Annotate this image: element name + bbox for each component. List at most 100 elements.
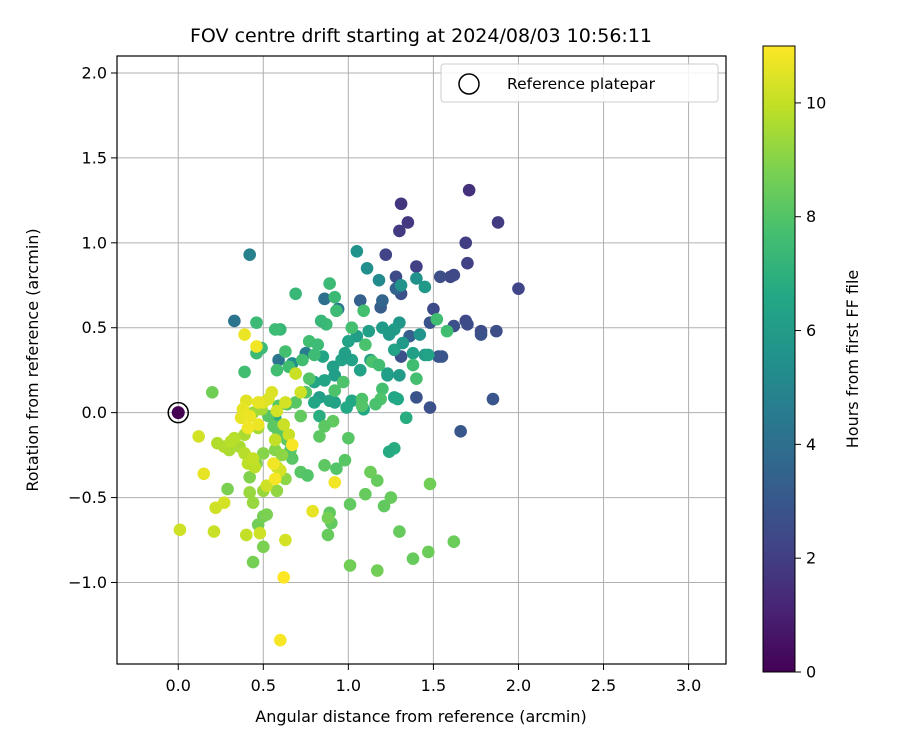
data-point bbox=[313, 409, 326, 423]
data-point bbox=[410, 260, 423, 273]
data-point bbox=[277, 571, 291, 584]
data-point bbox=[311, 338, 325, 352]
data-point bbox=[270, 484, 284, 498]
data-point bbox=[370, 564, 384, 577]
data-point bbox=[342, 335, 355, 348]
data-point bbox=[396, 336, 410, 350]
data-point bbox=[401, 216, 415, 229]
data-point bbox=[459, 236, 473, 250]
data-point bbox=[243, 409, 256, 423]
data-points bbox=[173, 183, 525, 647]
data-point bbox=[353, 363, 367, 377]
data-point bbox=[302, 372, 316, 385]
data-point bbox=[279, 533, 292, 547]
data-point bbox=[268, 323, 282, 336]
data-point bbox=[318, 458, 331, 472]
data-point bbox=[318, 292, 331, 306]
data-point bbox=[228, 314, 241, 328]
data-point bbox=[376, 294, 389, 307]
data-point bbox=[440, 324, 454, 338]
data-point bbox=[353, 294, 367, 307]
legend-marker-reference bbox=[458, 73, 480, 95]
data-point bbox=[491, 216, 505, 229]
x-tick-label: 0.0 bbox=[166, 676, 191, 695]
data-point bbox=[427, 302, 440, 316]
data-point bbox=[267, 457, 280, 470]
data-point bbox=[323, 277, 336, 290]
data-point bbox=[330, 304, 343, 318]
x-axis-label: Angular distance from reference (arcmin) bbox=[255, 707, 586, 726]
data-point bbox=[359, 487, 372, 501]
data-point bbox=[250, 316, 263, 329]
data-point bbox=[410, 272, 423, 285]
colorbar-tick-label: 0 bbox=[806, 663, 816, 682]
data-point bbox=[422, 348, 435, 362]
colorbar-tick-label: 10 bbox=[806, 93, 826, 112]
data-point bbox=[221, 482, 234, 496]
data-point bbox=[462, 183, 476, 197]
data-point bbox=[377, 499, 391, 513]
data-point bbox=[433, 270, 447, 284]
data-point bbox=[355, 399, 369, 413]
data-point bbox=[289, 287, 302, 301]
data-point bbox=[376, 321, 389, 335]
data-point bbox=[217, 496, 231, 509]
data-point bbox=[381, 368, 394, 382]
data-point bbox=[192, 430, 205, 443]
data-point bbox=[207, 525, 221, 538]
data-point bbox=[275, 448, 289, 462]
reference-marker-group bbox=[167, 401, 189, 424]
colorbar-tick-label: 2 bbox=[806, 549, 816, 568]
data-point bbox=[444, 270, 457, 284]
x-tick-label: 1.5 bbox=[421, 676, 446, 695]
data-point bbox=[243, 470, 256, 484]
data-point bbox=[461, 318, 474, 331]
data-point bbox=[406, 552, 420, 566]
x-tick-label: 2.0 bbox=[506, 676, 531, 695]
plot-frame bbox=[116, 55, 727, 665]
data-point bbox=[265, 385, 279, 399]
data-point bbox=[173, 523, 187, 537]
data-point bbox=[251, 418, 265, 431]
data-point bbox=[394, 278, 408, 292]
data-point bbox=[313, 430, 326, 443]
data-point bbox=[277, 418, 291, 431]
data-point bbox=[253, 526, 267, 540]
data-point bbox=[314, 314, 328, 328]
data-point bbox=[260, 508, 273, 521]
data-point bbox=[362, 324, 376, 338]
data-point bbox=[338, 346, 352, 360]
data-point bbox=[274, 633, 287, 647]
data-point bbox=[238, 365, 251, 379]
data-point bbox=[321, 528, 335, 542]
x-tick-label: 3.0 bbox=[676, 676, 701, 695]
data-point bbox=[328, 368, 342, 382]
data-point bbox=[306, 504, 319, 518]
data-point bbox=[246, 496, 260, 509]
data-point bbox=[328, 475, 342, 489]
data-point bbox=[406, 358, 420, 372]
data-point bbox=[413, 328, 427, 341]
colorbar-ticks: 0 2 4 6 8 10 bbox=[795, 93, 826, 682]
data-point bbox=[270, 363, 284, 377]
data-point bbox=[243, 248, 256, 262]
data-point bbox=[289, 367, 302, 380]
y-axis-ticks: −1.0 −0.5 0.0 0.5 1.0 1.5 2.0 bbox=[68, 63, 117, 592]
data-point bbox=[197, 467, 211, 481]
data-point bbox=[490, 324, 503, 338]
x-axis-ticks: 0.0 0.5 1.0 1.5 2.0 2.5 3.0 bbox=[166, 664, 701, 695]
data-point bbox=[410, 372, 423, 385]
y-tick-label: 0.5 bbox=[82, 318, 107, 337]
colorbar: 0 2 4 6 8 10 Hours from first FF file bbox=[762, 45, 862, 682]
data-point bbox=[241, 421, 255, 435]
data-point bbox=[512, 282, 525, 295]
reference-ring bbox=[167, 401, 189, 424]
data-point bbox=[260, 479, 273, 492]
data-point bbox=[251, 396, 265, 409]
y-tick-label: −1.0 bbox=[68, 573, 107, 592]
y-tick-label: 2.0 bbox=[82, 63, 107, 82]
data-point bbox=[308, 348, 321, 362]
colorbar-tick-label: 8 bbox=[806, 207, 816, 226]
data-point bbox=[323, 394, 336, 408]
data-point bbox=[268, 433, 282, 447]
